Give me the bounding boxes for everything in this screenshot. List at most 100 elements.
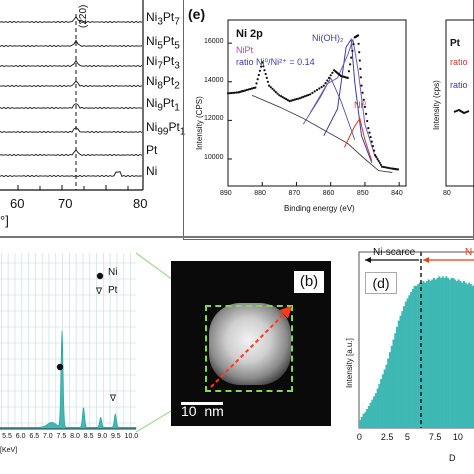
profile-panel-letter: (d) xyxy=(365,272,397,294)
xps-point xyxy=(359,67,362,70)
xps-right-ratio-2: ratio xyxy=(450,80,468,90)
xps-xtick-label: 860 xyxy=(322,190,335,197)
stem-panel: (b) 10 nm xyxy=(171,261,331,426)
eds-xtick-label: 6.5 xyxy=(29,433,40,440)
profile-bar xyxy=(403,306,406,428)
xps-point xyxy=(230,91,233,95)
profile-bar xyxy=(436,277,439,428)
xps-point xyxy=(288,100,291,103)
xps-panel-letter: (e) xyxy=(188,6,206,22)
eds-xtick-label: 8.0 xyxy=(70,433,80,440)
xps-ylabel: Intensity (CPS) xyxy=(195,96,204,150)
xps-point xyxy=(382,165,385,169)
xps-point xyxy=(276,92,279,95)
xps-point xyxy=(396,168,400,171)
xps-point xyxy=(358,59,361,62)
xps-point xyxy=(368,131,371,134)
xps-point xyxy=(261,61,264,64)
profile-bar xyxy=(399,315,402,428)
xps-fit-ni0 xyxy=(343,117,373,162)
xps-ytick-label: 16000 xyxy=(204,38,224,46)
profile-bar xyxy=(387,358,390,428)
eds-xtick-label: 9.0 xyxy=(97,433,108,440)
xps-right-frame xyxy=(445,19,474,187)
eds-legend-ni: Ni xyxy=(108,267,118,278)
profile-bar xyxy=(459,281,462,428)
xps-point xyxy=(311,91,314,94)
profile-bar xyxy=(404,301,407,428)
profile-bar xyxy=(362,413,365,428)
xps-point xyxy=(280,95,283,98)
xps-data-points xyxy=(226,34,400,171)
xrd-traces xyxy=(0,16,143,178)
profile-arrowhead-left xyxy=(365,257,371,263)
xps-point xyxy=(303,95,307,98)
xps-point xyxy=(249,87,252,91)
profile-bar xyxy=(417,284,420,428)
eds-legend-ni-marker xyxy=(96,272,104,280)
profile-bar xyxy=(440,277,443,428)
profile-bar xyxy=(464,282,467,428)
profile-bar xyxy=(359,420,362,428)
xps-point xyxy=(365,112,368,115)
profile-bar xyxy=(455,281,458,428)
xrd-panel: (220) 60 70 80 °] Ni3Pt7 Ni5Pt5 Ni7Pt3 Ni8P… xyxy=(0,0,185,240)
xps-annot-ni0: Ni⁰ xyxy=(354,100,367,110)
xps-point xyxy=(300,96,303,99)
xps-point xyxy=(274,91,277,94)
xps-point xyxy=(254,86,257,89)
profile-bar xyxy=(378,383,381,428)
xps-point xyxy=(379,163,382,166)
xrd-series-label: Ni8Pt2 xyxy=(146,74,180,92)
profile-bar xyxy=(413,285,416,428)
xrd-trace xyxy=(0,39,143,48)
xrd-series-label: Ni7Pt3 xyxy=(146,54,180,72)
profile-bar xyxy=(364,412,367,428)
xps-point xyxy=(283,97,286,100)
xrd-series-label: Ni5Pt5 xyxy=(146,34,180,52)
xps-point xyxy=(232,91,235,94)
profile-bar xyxy=(376,388,379,428)
xps-point xyxy=(375,155,378,159)
selection-box xyxy=(205,305,293,392)
xps-right-xtick: 80 xyxy=(443,190,451,197)
xps-point xyxy=(255,82,258,85)
xps-point xyxy=(371,145,374,148)
profile-bar xyxy=(367,405,370,428)
profile-bar xyxy=(390,345,393,428)
profile-bar xyxy=(373,396,376,428)
xps-point xyxy=(290,99,293,102)
xps-point xyxy=(324,82,327,85)
xps-point xyxy=(373,149,376,152)
eds-ni-marker xyxy=(56,363,64,371)
xps-right-trace xyxy=(453,108,470,115)
xps-right-ylabel: Intensity (cps) xyxy=(432,80,441,130)
xps-point xyxy=(351,49,354,53)
xps-xtick-label: 880 xyxy=(254,190,266,197)
xrd-series-label: Pt xyxy=(146,143,158,157)
eds-pt-marker: ∇ xyxy=(109,393,117,403)
profile-bar xyxy=(424,282,427,428)
profile-bar xyxy=(443,277,446,428)
xps-point xyxy=(362,98,365,101)
xps-annot-nioh2: Ni(OH)₂ xyxy=(312,33,344,43)
xps-frame xyxy=(227,19,407,187)
xps-point xyxy=(297,97,300,100)
profile-bar xyxy=(445,276,448,428)
xps-point xyxy=(347,70,350,73)
xps-point xyxy=(350,56,353,59)
xps-sample: NiPt xyxy=(236,45,254,55)
xps-point xyxy=(359,76,362,79)
xps-point xyxy=(269,86,272,89)
profile-xtick-label: 5 xyxy=(404,432,410,442)
profile-bar xyxy=(434,279,437,428)
xps-point xyxy=(327,76,331,79)
xps-ratio: ratio Ni⁰/Ni²⁺ = 0.14 xyxy=(236,57,315,67)
xps-point xyxy=(358,51,361,54)
eds-x-unit: [KeV] xyxy=(0,447,18,454)
profile-bar xyxy=(420,282,423,428)
xps-ytick-label: 10000 xyxy=(204,153,224,161)
profile-bar xyxy=(394,333,397,428)
xps-point xyxy=(250,87,254,90)
xps-point xyxy=(378,161,381,164)
